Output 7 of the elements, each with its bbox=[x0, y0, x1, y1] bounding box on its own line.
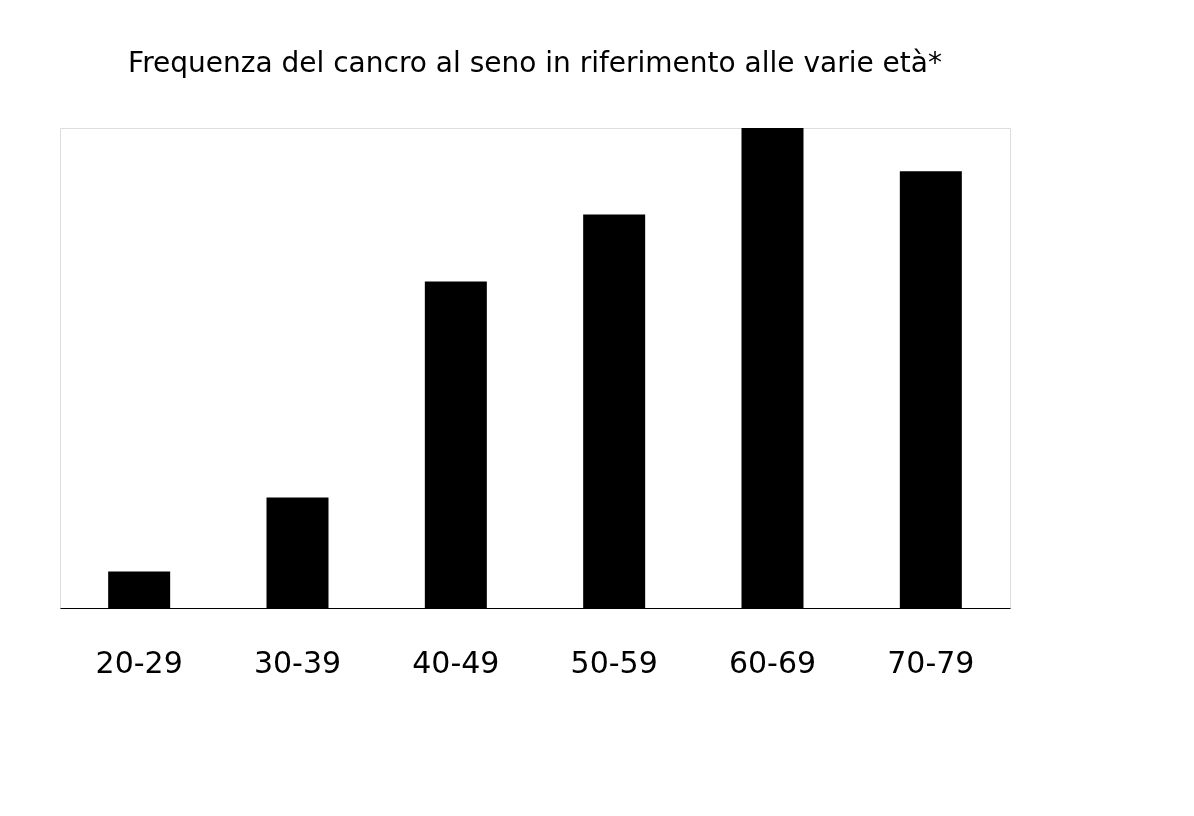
x-tick-label: 50-59 bbox=[570, 644, 658, 680]
x-tick-label: 60-69 bbox=[728, 644, 817, 680]
x-tick-label: 20-29 bbox=[95, 644, 183, 680]
x-tick-label: 70-79 bbox=[887, 644, 975, 680]
x-tick-label: 40-49 bbox=[412, 644, 500, 680]
x-tick-label: 30-39 bbox=[253, 644, 342, 680]
chart-title: Frequenza del cancro al seno in riferimento alle varie età* bbox=[128, 46, 942, 79]
